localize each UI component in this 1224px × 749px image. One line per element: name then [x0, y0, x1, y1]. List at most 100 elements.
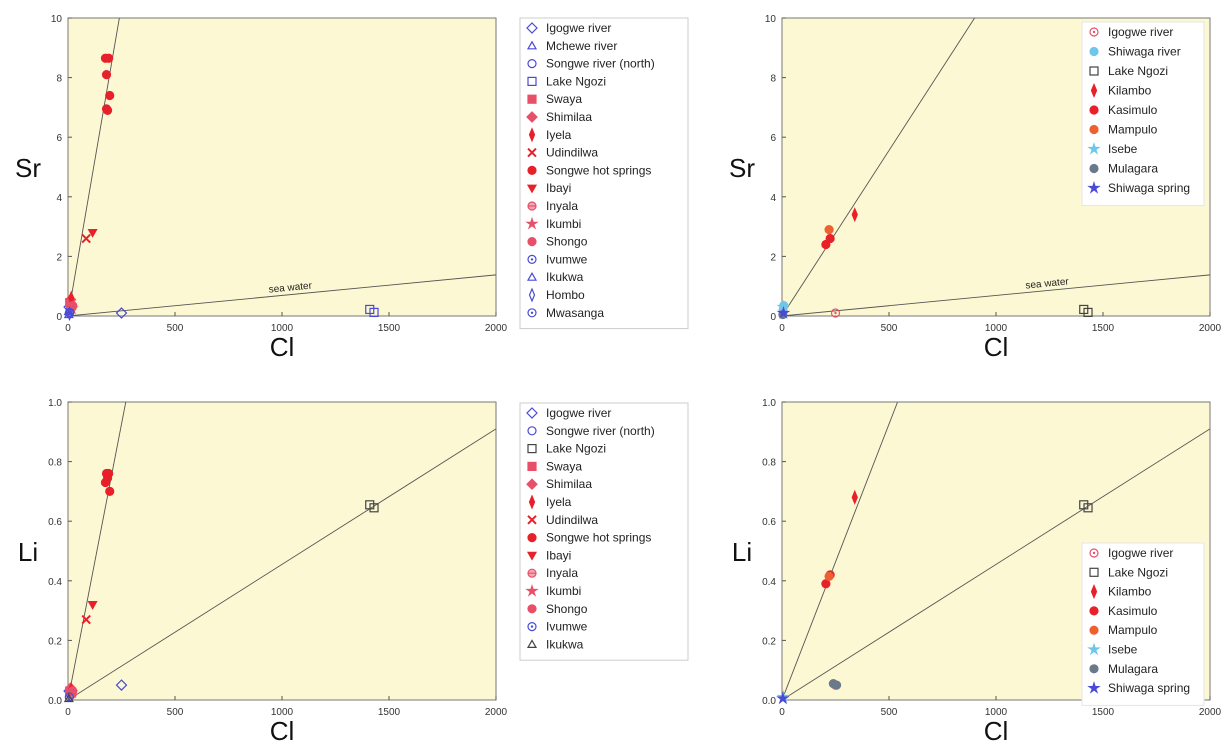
reference-lines — [68, 402, 496, 700]
legend-marker-mulagara — [1089, 163, 1099, 174]
point-kilambo — [851, 489, 858, 505]
legend-marker-igogwe-river — [526, 22, 538, 34]
legend-marker-inyala — [527, 568, 537, 578]
legend-label-shimilaa: Shimilaa — [546, 110, 592, 124]
y-tick-label: 0.6 — [762, 517, 776, 528]
point-songwe-hot-springs — [105, 486, 115, 496]
legend-label-swaya: Swaya — [546, 92, 582, 106]
point-lake-ngozi — [1083, 503, 1093, 513]
legend-label-ikumbi: Ikumbi — [546, 217, 581, 231]
y-tick-label: 10 — [51, 14, 63, 25]
legend: Igogwe river Mchewe river Songwe river (no… — [519, 17, 689, 330]
legend-marker-ikukwa — [526, 271, 538, 281]
legend-label-kilambo: Kilambo — [1108, 84, 1152, 98]
legend-marker-swaya — [527, 461, 537, 471]
legend-marker-swaya — [527, 94, 537, 104]
legend-marker-mampulo — [1089, 625, 1099, 635]
reference-lines — [782, 18, 1210, 316]
legend-marker-ibayi — [526, 551, 538, 561]
legend-marker-shimilaa — [526, 111, 538, 123]
x-tick-label: 1500 — [1092, 323, 1115, 334]
legend-marker-isebe — [1087, 141, 1101, 155]
y-tick-label: 6 — [56, 133, 62, 144]
legend-marker-igogwe-river-dot — [1092, 551, 1096, 555]
point-shiwaga-spring — [776, 305, 791, 319]
data-points — [63, 468, 379, 703]
legend-marker-iyela — [528, 127, 536, 143]
legend-marker-mwasanga-dot — [530, 311, 534, 314]
x-tick-label: 2000 — [485, 323, 508, 334]
legend-marker-shongo — [527, 604, 537, 614]
point-songwe-hot-springs — [102, 105, 113, 115]
y-tick-label: 6 — [770, 133, 776, 144]
point-lake-ngozi — [369, 307, 379, 318]
legend-marker-shiwaga-spring — [1087, 681, 1101, 694]
legend-label-songwe-hot-springs: Songwe hot springs — [546, 163, 651, 177]
legend-label-shongo: Shongo — [546, 235, 588, 249]
legend: Igogwe river Songwe river (north) Lake Ngo… — [519, 402, 689, 661]
x-axis-label: Cl — [984, 716, 1009, 744]
legend-label-lake-ngozi: Lake Ngozi — [546, 442, 606, 456]
legend-marker-songwe-hot-springs — [527, 532, 537, 543]
legend-marker-ikukwa — [526, 639, 538, 649]
point-shiwaga-spring — [776, 691, 790, 705]
legend-box — [519, 402, 689, 661]
point-shongo — [68, 686, 78, 696]
y-tick-label: 0.0 — [762, 696, 776, 707]
legend-label-isebe: Isebe — [1108, 643, 1138, 657]
point-mampulo — [824, 224, 834, 235]
legend-marker-ivumwe-dot — [530, 625, 534, 628]
legend-label-igogwe-river: Igogwe river — [1108, 25, 1173, 39]
legend-marker-songwe-river-north — [527, 426, 537, 436]
y-tick-label: 2 — [770, 252, 776, 263]
legend-marker-shiwaga-river — [1089, 46, 1099, 57]
legend-marker-songwe-hot-springs — [527, 165, 537, 175]
data-points — [776, 207, 1093, 320]
legend-label-ikukwa: Ikukwa — [546, 637, 584, 651]
legend-marker-shongo — [527, 237, 537, 247]
legend-marker-kilambo — [1090, 82, 1098, 99]
y-tick-label: 2 — [56, 252, 62, 263]
point-igogwe-river — [115, 679, 128, 691]
legend-marker-lake-ngozi — [527, 76, 537, 87]
legend-marker-ivumwe — [527, 621, 537, 632]
reference-line — [68, 428, 496, 700]
point-igogwe-river — [115, 307, 128, 319]
legend-marker-iyela — [528, 494, 536, 510]
legend-marker-ivumwe — [527, 254, 537, 264]
x-tick-label: 0 — [65, 707, 71, 718]
legend-marker-songwe-river-north — [527, 58, 537, 69]
chart-2: 0 500 1000 1500 2000 0 2 4 6 8 10 Cl Sr sea water Igog… — [729, 14, 1222, 362]
legend-label-hombo: Hombo — [546, 288, 585, 302]
legend-label-igogwe-river: Igogwe river — [546, 21, 611, 35]
legend-marker-lake-ngozi — [527, 444, 537, 454]
point-kilambo — [851, 207, 858, 223]
x-tick-label: 500 — [881, 707, 898, 718]
y-tick-label: 0.0 — [48, 696, 62, 707]
legend-marker-ikumbi — [525, 216, 539, 230]
legend-marker-isebe — [1087, 642, 1101, 656]
legend-label-shiwaga-river: Shiwaga river — [1108, 45, 1181, 59]
point-mampulo — [824, 571, 834, 581]
legend-label-songwe-river-north: Songwe river (north) — [546, 57, 655, 71]
legend-label-udindilwa: Udindilwa — [546, 146, 598, 160]
data-points — [776, 489, 1093, 705]
legend-label-ivumwe: Ivumwe — [546, 252, 588, 266]
data-points — [63, 53, 379, 322]
y-tick-label: 1.0 — [48, 398, 62, 409]
x-tick-label: 1000 — [985, 707, 1008, 718]
legend-label-shiwaga-spring: Shiwaga spring — [1108, 681, 1190, 695]
legend-label-ikukwa: Ikukwa — [546, 270, 584, 284]
point-igogwe-river-dot — [834, 311, 837, 315]
point-songwe-hot-springs — [100, 477, 111, 488]
legend: Igogwe river Shiwaga river Lake Ngozi Kilam… — [1081, 21, 1205, 206]
x-tick-label: 2000 — [1199, 323, 1222, 334]
legend-label-songwe-hot-springs: Songwe hot springs — [546, 531, 651, 545]
legend-marker-ivumwe-dot — [530, 258, 534, 261]
legend-box — [1081, 542, 1205, 706]
legend-label-kasimulo: Kasimulo — [1108, 604, 1158, 618]
legend-label-ibayi: Ibayi — [546, 181, 571, 195]
legend-marker-hombo — [528, 287, 536, 303]
legend-marker-lake-ngozi — [1089, 66, 1099, 76]
x-tick-label: 1500 — [378, 707, 401, 718]
